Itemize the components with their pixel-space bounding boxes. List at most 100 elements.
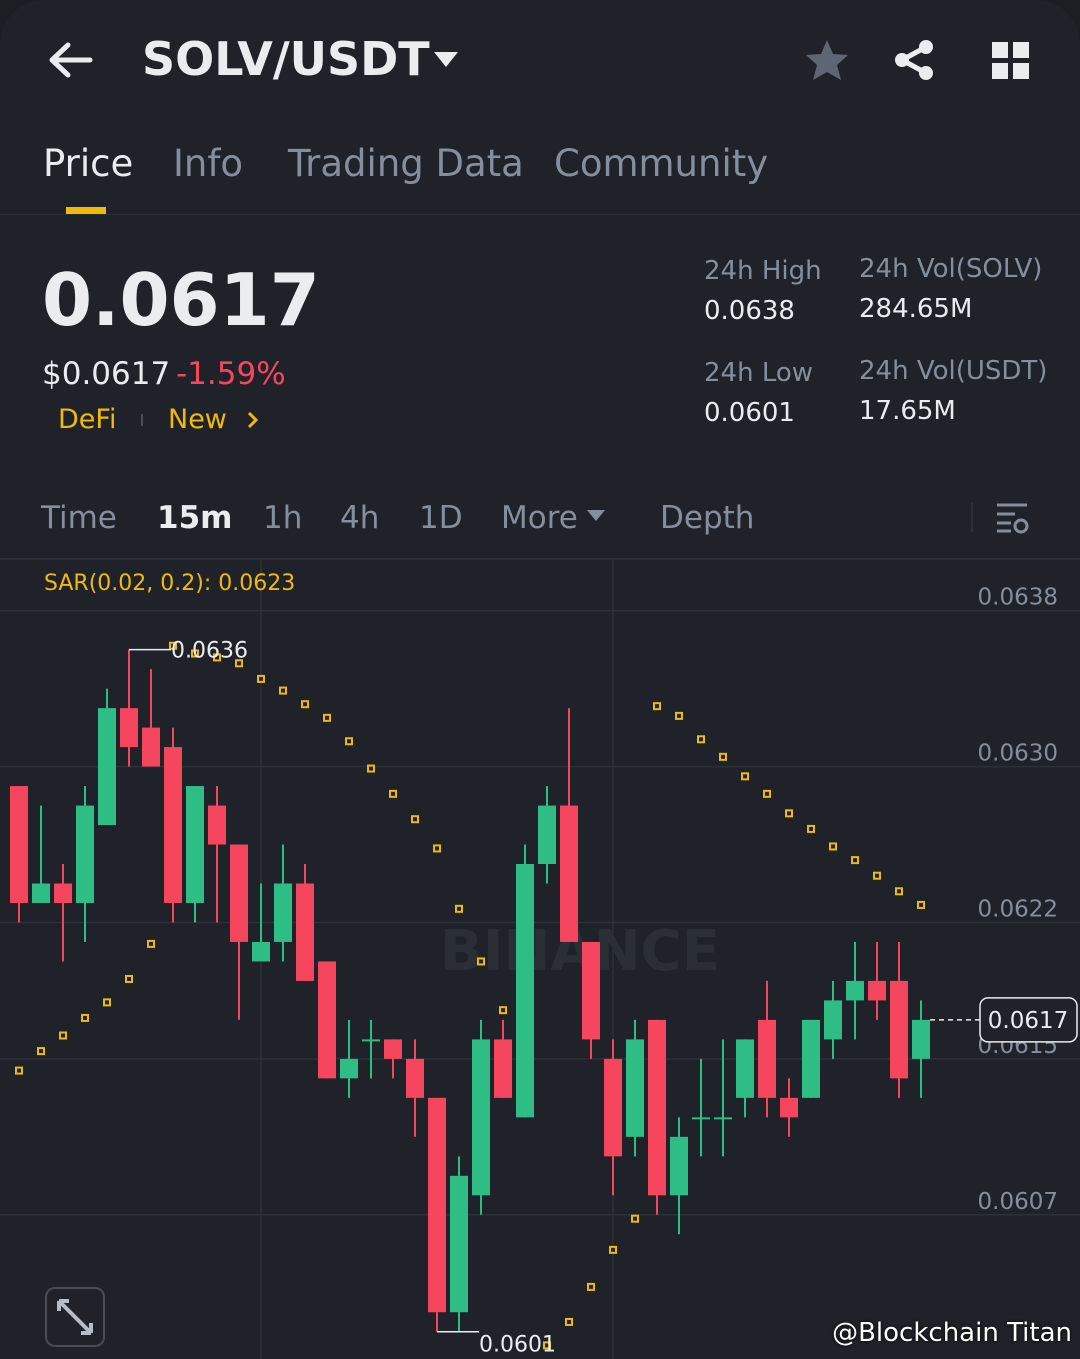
pair-dropdown[interactable] xyxy=(432,50,460,70)
candle-body xyxy=(340,1058,358,1079)
sar-dot xyxy=(213,653,221,662)
low-label: 0.0601 xyxy=(479,1333,556,1358)
sar-dot xyxy=(675,711,683,720)
sar-dot xyxy=(609,1245,617,1254)
stat-label: 24h Vol(USDT) xyxy=(859,356,1048,386)
candle-body xyxy=(758,1019,776,1098)
sar-dot xyxy=(631,1214,639,1223)
sar-dot xyxy=(455,904,463,913)
more-dropdown[interactable] xyxy=(586,509,606,523)
candle-body xyxy=(560,805,578,942)
candle-body xyxy=(648,1019,666,1196)
sar-dot xyxy=(543,1341,551,1350)
tag[interactable]: DeFi xyxy=(58,404,117,435)
sar-dot xyxy=(301,700,309,709)
candle-body xyxy=(802,1019,820,1098)
y-tick-label: 0.0638 xyxy=(978,585,1058,611)
sar-dot xyxy=(587,1282,595,1291)
interval[interactable]: Time xyxy=(41,500,117,536)
pair-title[interactable]: SOLV/USDT xyxy=(142,32,430,86)
candle-body xyxy=(516,864,534,1118)
stat-value: 0.0638 xyxy=(704,296,795,326)
tab-community[interactable]: Community xyxy=(554,142,769,185)
back-button[interactable] xyxy=(46,40,94,80)
tab-info[interactable]: Info xyxy=(173,142,244,185)
tab-price[interactable]: Price xyxy=(43,142,134,185)
candle-body xyxy=(318,961,336,1079)
sar-dot xyxy=(345,737,353,746)
sar-dot xyxy=(851,856,859,865)
interval[interactable]: 4h xyxy=(340,500,380,536)
depth-tab[interactable]: Depth xyxy=(660,500,755,536)
sar-dot xyxy=(147,939,155,948)
divider xyxy=(0,558,1080,560)
sar-dot xyxy=(895,887,903,896)
sar-dot xyxy=(103,998,111,1007)
divider xyxy=(0,214,1080,215)
sar-dot xyxy=(807,824,815,833)
stat-label: 24h Low xyxy=(704,358,814,388)
interval-more[interactable]: More xyxy=(501,500,578,536)
sar-dot xyxy=(81,1013,89,1022)
tab-indicator xyxy=(66,207,106,214)
interval[interactable]: 1h xyxy=(263,500,303,536)
sar-dot xyxy=(741,772,749,781)
candle-body xyxy=(670,1136,688,1196)
candle-body xyxy=(10,786,28,903)
candle-body xyxy=(912,1019,930,1059)
candle-body xyxy=(780,1097,798,1118)
sar-dot xyxy=(323,713,331,722)
sar-dot xyxy=(125,974,133,983)
candle-body xyxy=(164,747,182,903)
stat-value: 284.65M xyxy=(859,294,973,324)
tag[interactable]: New xyxy=(168,404,227,435)
stat-label: 24h Vol(SOLV) xyxy=(859,254,1043,284)
sar-dot xyxy=(411,815,419,824)
candle-body xyxy=(846,980,864,1001)
sar-dot xyxy=(565,1317,573,1326)
separator xyxy=(971,502,973,532)
candle-body xyxy=(186,786,204,903)
stat-label: 24h High xyxy=(704,256,822,286)
expand-button[interactable] xyxy=(45,1287,105,1347)
sar-dot xyxy=(367,764,375,773)
interval[interactable]: 1D xyxy=(419,500,463,536)
stat-value: 0.0601 xyxy=(704,398,795,428)
y-tick-label: 0.0607 xyxy=(978,1189,1058,1215)
candle-body xyxy=(604,1058,622,1157)
sar-dot xyxy=(917,900,925,909)
candle-body xyxy=(714,1117,732,1120)
sar-dot xyxy=(235,659,243,668)
y-tick-label: 0.0630 xyxy=(978,741,1058,767)
candle-body xyxy=(890,980,908,1079)
sar-dot xyxy=(257,674,265,683)
candle-body xyxy=(54,883,72,903)
tab-trading-data[interactable]: Trading Data xyxy=(288,142,524,185)
share-button[interactable] xyxy=(892,38,936,82)
y-tick-label: 0.0622 xyxy=(978,896,1058,922)
candle-body xyxy=(472,1039,490,1196)
candle-body xyxy=(450,1175,468,1313)
candle-body xyxy=(626,1039,644,1137)
interval-selected[interactable]: 15m xyxy=(157,500,233,536)
candle-body xyxy=(252,941,270,962)
sar-dot xyxy=(697,735,705,744)
favorite-star[interactable] xyxy=(804,38,850,82)
chart-settings[interactable] xyxy=(995,502,1031,534)
candle-body xyxy=(384,1039,402,1059)
candle-body xyxy=(736,1039,754,1098)
sar-dot xyxy=(873,871,881,880)
candlestick-chart: BINANCE SAR(0.02, 0.2): 0.0623 0.0638 0.063… xyxy=(0,560,1080,1359)
sar-dot xyxy=(389,789,397,798)
sar-dot xyxy=(653,702,661,711)
watermark-credit: @Blockchain Titan xyxy=(832,1318,1072,1348)
candle-body xyxy=(538,805,556,865)
last-price: 0.0617 xyxy=(42,258,320,342)
candle-body xyxy=(230,844,248,942)
sar-dot xyxy=(785,809,793,818)
candle-body xyxy=(428,1097,446,1313)
high-label: 0.0636 xyxy=(171,639,248,664)
grid-menu[interactable] xyxy=(992,42,1030,80)
tag-arrow xyxy=(247,411,259,429)
